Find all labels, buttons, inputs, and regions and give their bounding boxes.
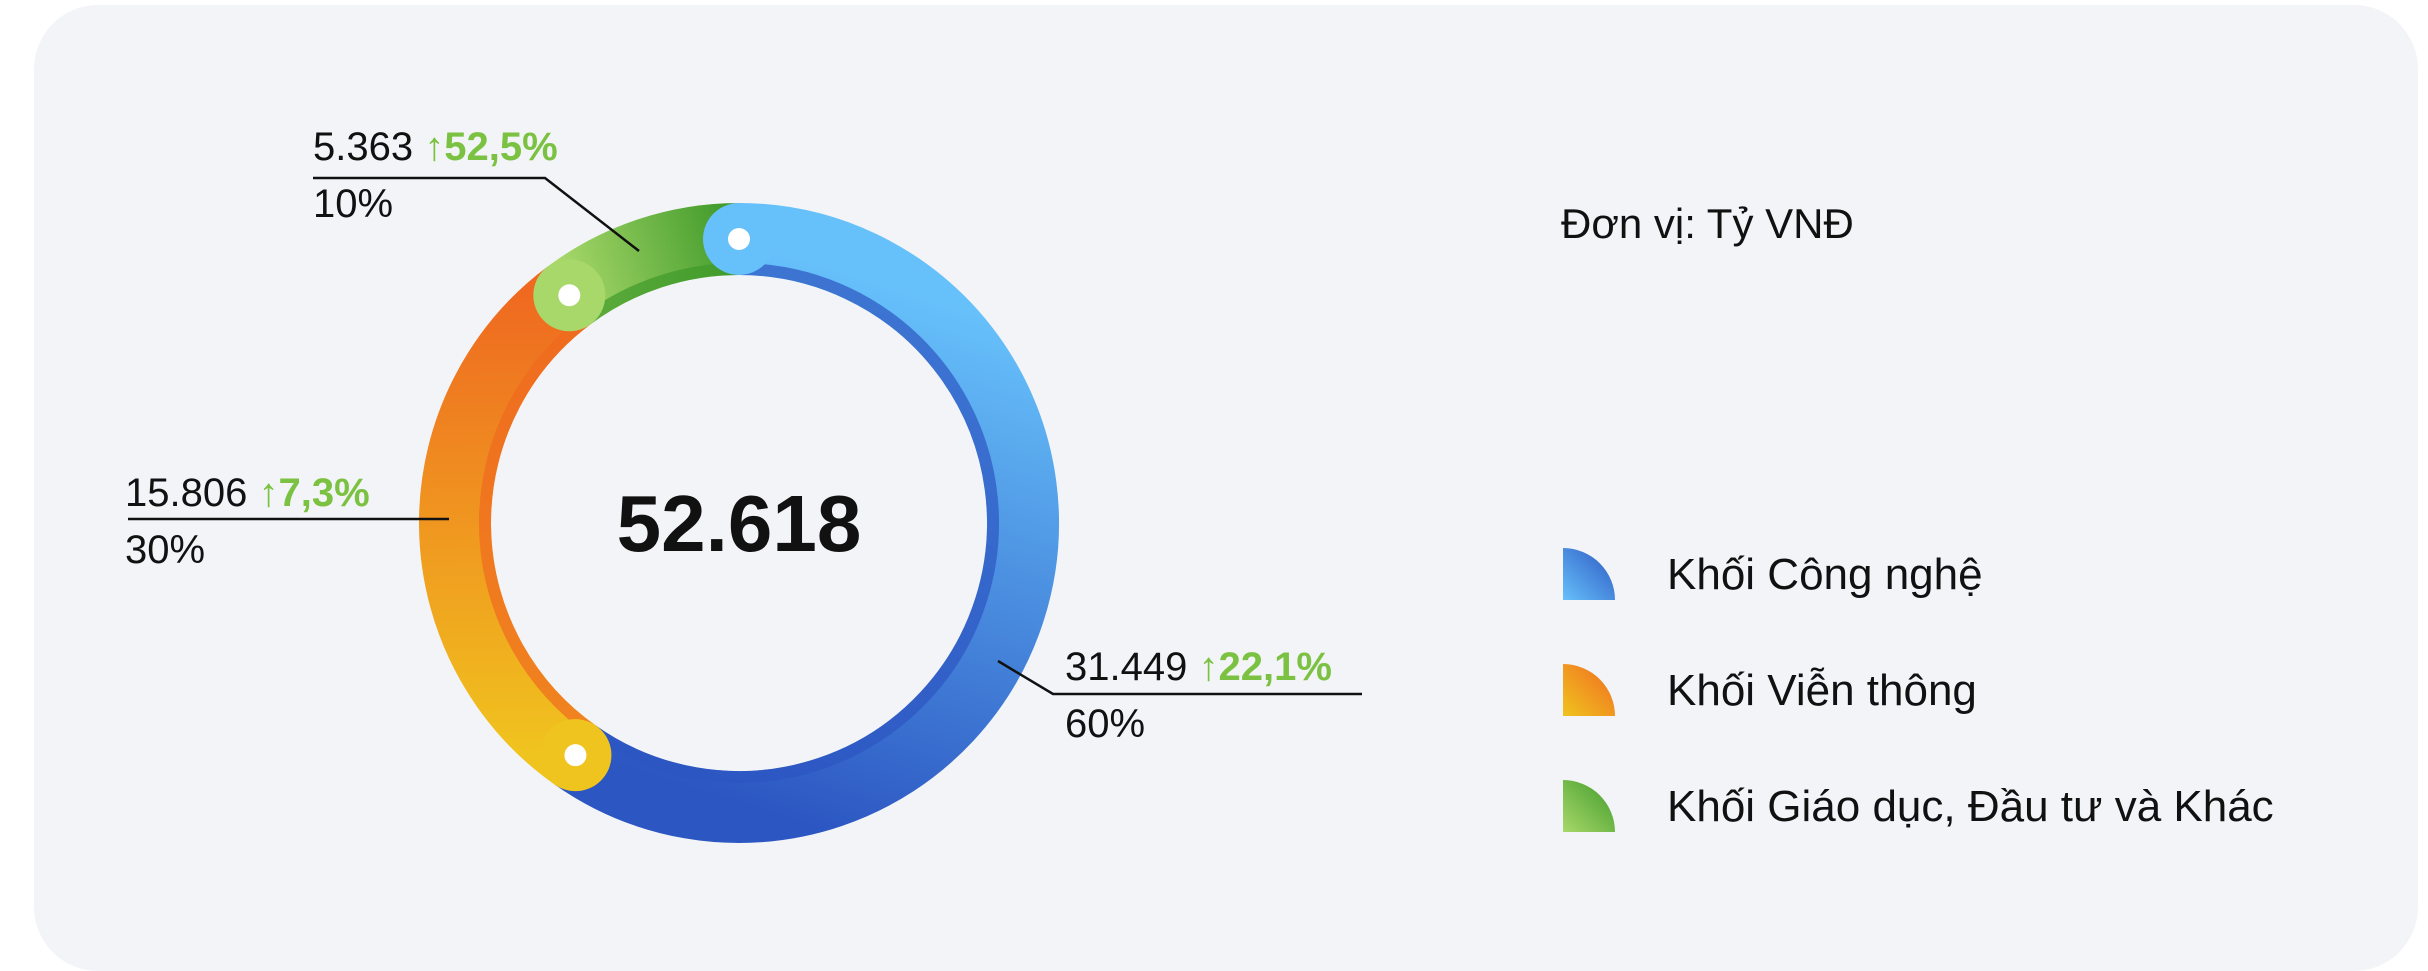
leader-line (313, 176, 640, 252)
inner-shade (479, 314, 597, 736)
total-label: 52.618 (617, 479, 862, 568)
segment-growth: ↑22,1% (1198, 645, 1331, 689)
segment-value: 31.449 (1065, 645, 1187, 689)
legend-label: Khối Giáo dục, Đầu tư và Khác (1667, 782, 2274, 831)
segment-value: 5.363 (313, 125, 413, 169)
segment-dot (558, 284, 581, 307)
legend-label: Khối Công nghệ (1667, 550, 1983, 599)
segment-growth: ↑7,3% (258, 471, 369, 515)
segment-label: 31.449 ↑22,1% (1065, 645, 1332, 689)
donut-segment (554, 203, 1059, 843)
segment-dot (728, 228, 750, 250)
legend-swatch (1563, 664, 1615, 716)
segment-share: 30% (125, 528, 205, 572)
segment-label: 5.363 ↑52,5% (313, 125, 558, 169)
inner-shade (589, 263, 999, 783)
segment-growth: ↑52,5% (424, 125, 557, 169)
leader-line (997, 659, 1362, 696)
inner-shade (583, 263, 740, 325)
legend-label: Khối Viễn thông (1667, 666, 1977, 715)
segment-share: 60% (1065, 702, 1145, 746)
segment-label: 15.806 ↑7,3% (125, 471, 370, 515)
donut-segment (419, 266, 597, 785)
segment-share: 10% (313, 182, 393, 226)
legend-swatch (1563, 780, 1615, 832)
segment-dot (564, 744, 587, 767)
unit-label: Đơn vị: Tỷ VNĐ (1561, 200, 1854, 247)
legend-swatch (1563, 548, 1615, 600)
segment-value: 15.806 (125, 471, 247, 515)
